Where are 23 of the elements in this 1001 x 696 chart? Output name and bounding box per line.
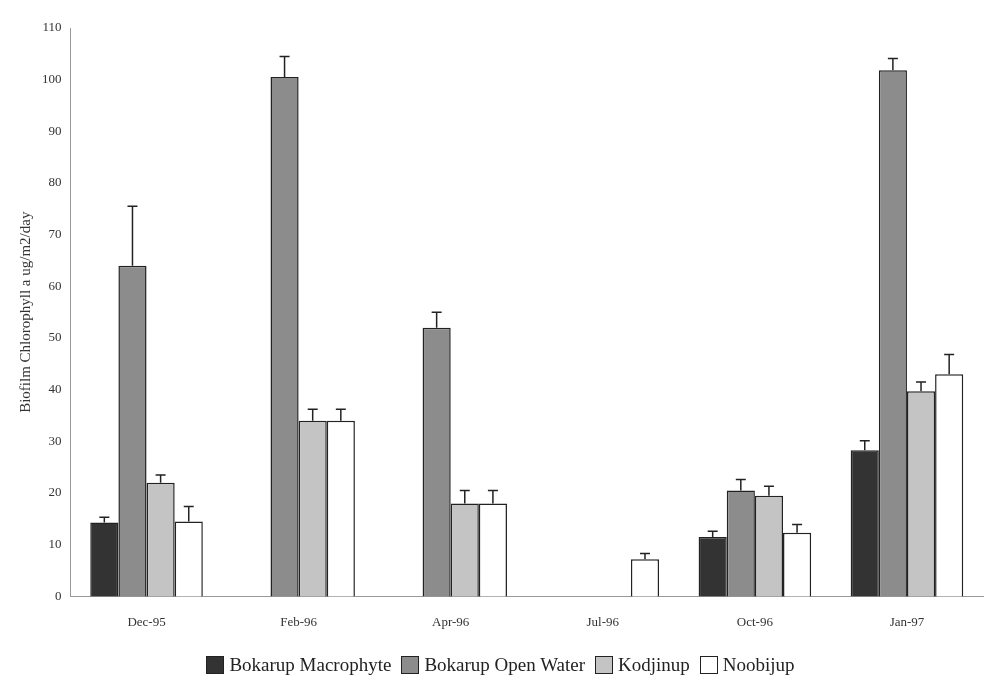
x-tick-label: Dec-95 [127,613,166,629]
legend-label: Bokarup Open Water [424,654,586,676]
y-tick-label: 100 [42,71,62,87]
x-tick-label: Jul-96 [586,613,620,629]
y-tick-label: 90 [48,122,62,138]
y-tick-label: 70 [48,226,62,242]
x-tick-label: Apr-96 [432,613,470,629]
y-tick-label: 10 [48,536,62,552]
y-tick-label: 30 [48,432,62,448]
legend-label: Kodjinup [618,654,690,676]
x-tick-label: Oct-96 [736,613,774,629]
y-tick-label: 40 [48,381,62,397]
y-tick-label: 0 [55,587,62,603]
legend-label: Bokarup Macrophyte [229,654,392,676]
y-tick-label: 50 [48,329,62,345]
y-tick-label: 60 [48,277,62,293]
y-tick-label: 20 [48,484,62,500]
legend-label: Noobijup [722,654,795,676]
y-tick-label: 110 [42,19,62,35]
y-tick-label: 80 [48,174,62,190]
x-tick-label: Jan-97 [889,613,925,629]
y-axis-title: Biofilm Chlorophyll a ug/m2/day [16,211,33,413]
x-tick-label: Feb-96 [280,613,318,629]
